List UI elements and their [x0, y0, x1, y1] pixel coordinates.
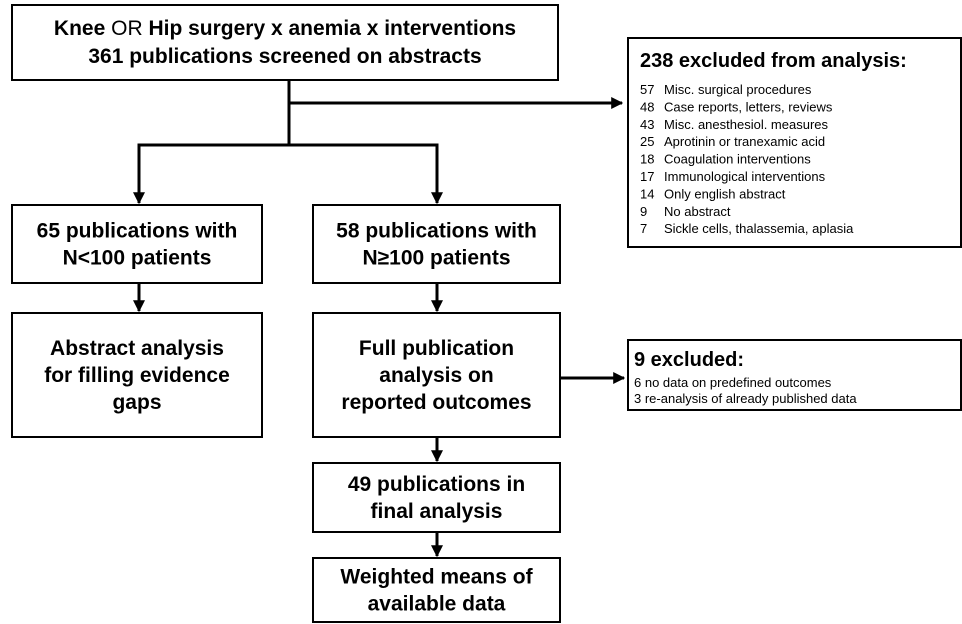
excluded-count: 14	[640, 186, 654, 201]
connector	[137, 143, 439, 203]
excluded-reason: Immunological interventions	[664, 169, 826, 184]
node-label: 65 publications with	[37, 220, 238, 243]
excluded-reason: Sickle cells, thalassemia, aplasia	[664, 221, 854, 236]
node-box	[11, 312, 263, 438]
excluded-title: 9 excluded:	[634, 349, 744, 371]
excluded-count: 18	[640, 152, 654, 167]
node-label: N≥100 patients	[362, 247, 510, 270]
excluded-reason: Case reports, letters, reviews	[664, 99, 833, 114]
header-line1: Knee OR Hip surgery x anemia x intervent…	[54, 17, 516, 40]
node-label: 58 publications with	[336, 220, 537, 243]
excluded-count: 48	[640, 99, 654, 114]
node-label: 49 publications in	[348, 473, 525, 496]
header-part: OR	[111, 17, 143, 40]
excluded-count: 43	[640, 117, 654, 132]
header-line2: 361 publications screened on abstracts	[88, 45, 481, 68]
excluded-reason: Coagulation interventions	[664, 152, 811, 167]
excluded-count: 25	[640, 134, 654, 149]
node-label: N<100 patients	[63, 247, 212, 270]
node-label: for filling evidence	[44, 364, 230, 387]
node-label: gaps	[112, 391, 161, 414]
node-label: Weighted means of	[340, 566, 533, 589]
excluded-box	[627, 339, 962, 411]
node-label: reported outcomes	[341, 391, 531, 414]
excluded-count: 7	[640, 221, 647, 236]
node-box	[312, 312, 561, 438]
node-label: final analysis	[371, 500, 503, 523]
node-box	[312, 204, 561, 284]
connectors	[133, 80, 626, 558]
node-box	[312, 462, 561, 533]
node-label: available data	[368, 593, 506, 616]
excluded-reason: Misc. anesthesiol. measures	[664, 117, 829, 132]
node-label: analysis on	[379, 364, 493, 387]
excluded-count: 9	[640, 204, 647, 219]
excluded-count: 17	[640, 169, 654, 184]
header-part: Hip surgery x anemia x interventions	[148, 17, 516, 40]
node-label: Full publication	[359, 337, 514, 360]
excluded-reason: Only english abstract	[664, 186, 786, 201]
node-box	[11, 204, 263, 284]
screening-box	[11, 4, 559, 81]
excluded-count: 57	[640, 82, 654, 97]
excluded-reason: 3 re-analysis of already published data	[634, 391, 857, 406]
excluded-reason: No abstract	[664, 204, 731, 219]
excluded-reason: 6 no data on predefined outcomes	[634, 375, 832, 390]
node-box	[312, 557, 561, 623]
header-part: Knee	[54, 17, 105, 40]
excluded-title: 238 excluded from analysis:	[640, 50, 907, 72]
node-label: Abstract analysis	[50, 337, 224, 360]
excluded-box	[627, 37, 962, 248]
excluded-reason: Aprotinin or tranexamic acid	[664, 134, 825, 149]
excluded-reason: Misc. surgical procedures	[664, 82, 812, 97]
